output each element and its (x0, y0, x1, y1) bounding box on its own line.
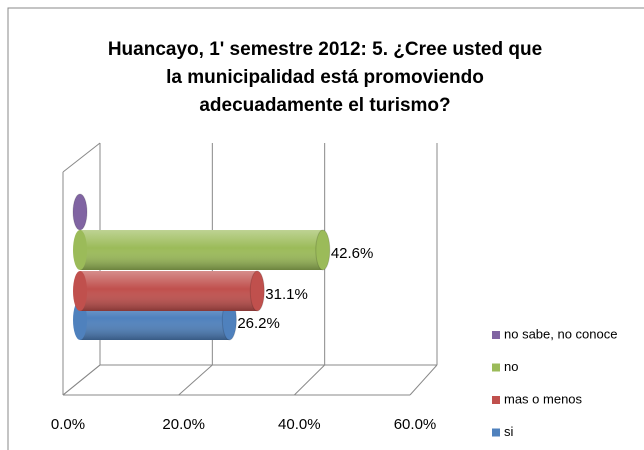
value-label: 42.6% (331, 245, 374, 262)
value-label: 26.2% (237, 315, 280, 332)
value-label: 31.1% (265, 286, 308, 303)
bar-left-cap (73, 230, 87, 270)
x-tick-label: 40.0% (278, 416, 321, 433)
chart-title: adecuadamente el turismo? (199, 95, 450, 116)
chart-title: la municipalidad está promoviendo (166, 67, 484, 88)
legend-swatch (492, 428, 500, 437)
bar-end-cap (315, 229, 331, 271)
chart-border (7, 7, 644, 450)
legend-label: no (504, 359, 518, 374)
legend-label: mas o menos (504, 391, 583, 406)
x-tick-label: 0.0% (51, 416, 85, 433)
bar-left-cap (73, 271, 87, 311)
bar-shade (80, 271, 258, 311)
legend-swatch (492, 331, 500, 339)
bar-end-cap (72, 193, 88, 231)
grid-line (293, 364, 326, 396)
bar (73, 229, 331, 271)
legend-swatch (492, 363, 500, 372)
grid-line (409, 364, 438, 396)
grid-line (178, 364, 213, 396)
legend-label: si (504, 424, 514, 439)
legend-label: no sabe, no conoce (504, 326, 617, 341)
grid-line (62, 364, 101, 396)
bar-shade (80, 230, 323, 270)
bar-end-cap (249, 270, 265, 312)
bar (72, 193, 88, 231)
chart-title: Huancayo, 1' semestre 2012: 5. ¿Cree ust… (108, 39, 542, 60)
bar (73, 270, 265, 312)
legend-swatch (492, 396, 500, 404)
x-tick-label: 60.0% (394, 416, 437, 433)
x-tick-label: 20.0% (162, 416, 205, 433)
